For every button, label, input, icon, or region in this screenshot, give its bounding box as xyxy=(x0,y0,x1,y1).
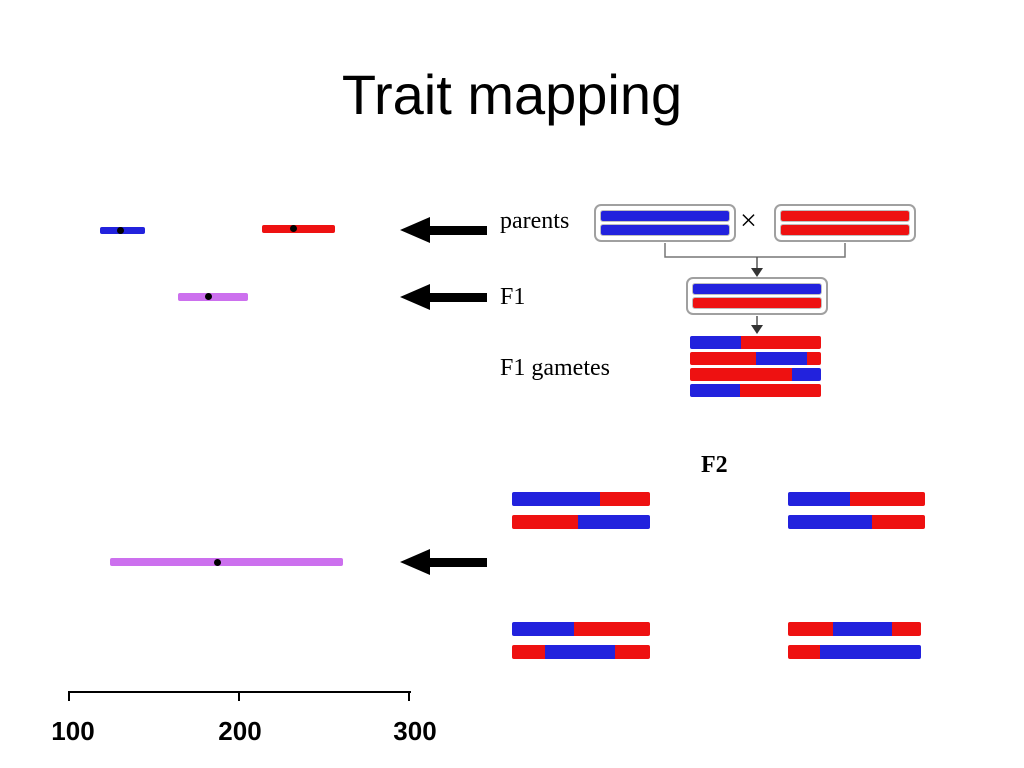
chromosome-bar xyxy=(512,492,650,506)
chromosome-bar xyxy=(780,210,910,222)
chromosome-bar xyxy=(692,297,822,309)
chromosome-bar xyxy=(780,224,910,236)
f2-individual-3 xyxy=(512,622,650,659)
chromosome-bar xyxy=(600,224,730,236)
down-arrow-head-icon xyxy=(751,325,763,334)
chromosome-bar xyxy=(512,645,650,659)
arrow-head xyxy=(400,284,430,310)
x-axis-tick-label: 200 xyxy=(218,716,262,746)
arrow-shaft xyxy=(428,558,487,567)
f2-label: F2 xyxy=(701,452,728,478)
f1-label: F1 xyxy=(500,284,526,310)
x-axis-tick-label: 100 xyxy=(51,716,95,746)
arrow-head xyxy=(400,217,430,243)
chromosome-bar xyxy=(600,210,730,222)
parents-label: parents xyxy=(500,208,570,234)
chromosome-bar xyxy=(788,622,921,636)
arrow-parents-left xyxy=(400,217,488,244)
arrow-f1-left xyxy=(400,284,488,311)
chromosome-bar xyxy=(788,645,921,659)
f2-individual-4 xyxy=(788,622,921,659)
f1-gamete-bar xyxy=(690,368,821,381)
chromosome-bar xyxy=(788,492,925,506)
chromosome-bar xyxy=(692,283,822,295)
chromosome-bar xyxy=(512,622,650,636)
down-arrow-head-icon xyxy=(751,268,763,277)
x-axis-tick xyxy=(68,692,70,701)
arrow-head xyxy=(400,549,430,575)
f1-gamete-bar xyxy=(690,352,821,365)
chromosome-bar xyxy=(788,515,925,529)
f1-gamete-bar xyxy=(690,384,821,397)
arrow-shaft xyxy=(428,226,487,235)
f1-gametes-label: F1 gametes xyxy=(500,355,610,381)
arrow-f2-left xyxy=(400,549,488,576)
cross-symbol: × xyxy=(740,204,757,237)
f2-individual-2 xyxy=(788,492,925,529)
page-title: Trait mapping xyxy=(341,63,683,126)
parent-blue-chromosome-box xyxy=(594,204,736,242)
f1-gametes-stack xyxy=(690,336,821,397)
x-axis-tick xyxy=(238,692,240,701)
f2-individual-1 xyxy=(512,492,650,529)
bracket-line xyxy=(664,243,846,258)
x-axis-tick xyxy=(408,692,410,701)
f2-mean-dot xyxy=(214,559,221,566)
x-axis-tick-label: 300 xyxy=(393,716,437,746)
chromosome-bar xyxy=(512,515,650,529)
parent-red-phenotype-bar xyxy=(262,225,335,233)
f1-mean-dot xyxy=(205,293,212,300)
parent-blue-mean-dot xyxy=(117,227,124,234)
f1-phenotype-bar xyxy=(178,293,248,301)
f1-chromosome-box xyxy=(686,277,828,315)
parent-red-mean-dot xyxy=(290,225,297,232)
arrow-shaft xyxy=(428,293,487,302)
f2-phenotype-bar xyxy=(110,558,343,566)
f1-gamete-bar xyxy=(690,336,821,349)
parent-red-chromosome-box xyxy=(774,204,916,242)
